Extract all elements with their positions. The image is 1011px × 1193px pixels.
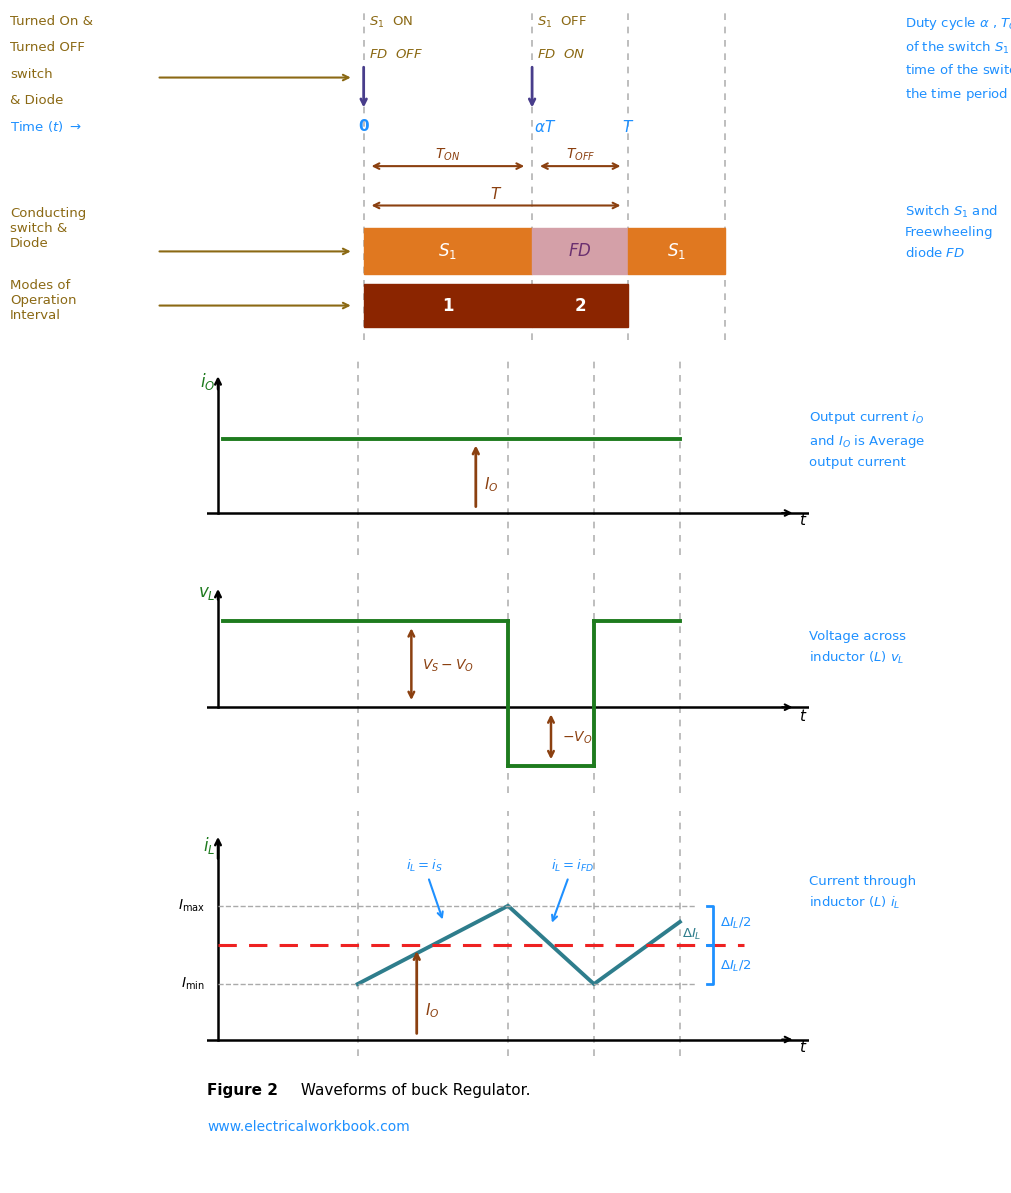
Text: Duty cycle $\alpha$ , $T_{ON}$ is on - time
of the switch $S_1$, $T_{OFF}$ is of: Duty cycle $\alpha$ , $T_{ON}$ is on - t… [905, 16, 1011, 103]
Text: $T_{OFF}$: $T_{OFF}$ [565, 147, 594, 162]
Text: Waveforms of buck Regulator.: Waveforms of buck Regulator. [296, 1083, 531, 1099]
Text: $FD$  OFF: $FD$ OFF [369, 48, 423, 61]
Text: $T$: $T$ [490, 186, 502, 203]
Text: $t$: $t$ [799, 707, 808, 724]
Text: & Diode: & Diode [10, 94, 64, 107]
Text: $S_1$  OFF: $S_1$ OFF [537, 16, 587, 30]
Text: 2: 2 [574, 297, 586, 315]
Text: switch: switch [10, 68, 53, 81]
Bar [532, 228, 628, 274]
Text: $t$: $t$ [799, 512, 808, 527]
Text: $i_L = i_S$: $i_L = i_S$ [406, 858, 443, 917]
Text: $v_L$: $v_L$ [198, 583, 215, 601]
Text: Conducting
switch &
Diode: Conducting switch & Diode [10, 206, 86, 251]
Text: Voltage across
inductor $(L)$ $v_L$: Voltage across inductor $(L)$ $v_L$ [809, 630, 906, 666]
Text: Turned On &: Turned On & [10, 16, 93, 29]
Text: $t$: $t$ [799, 1039, 808, 1055]
Bar [364, 228, 532, 274]
Text: $FD$: $FD$ [568, 242, 592, 260]
Text: $I_{\rm min}$: $I_{\rm min}$ [181, 976, 204, 993]
Text: $I_{\rm max}$: $I_{\rm max}$ [178, 897, 204, 914]
Text: $I_O$: $I_O$ [484, 476, 498, 494]
Text: www.electricalworkbook.com: www.electricalworkbook.com [207, 1120, 410, 1135]
Text: $\Delta I_L / 2$: $\Delta I_L / 2$ [720, 916, 752, 932]
Bar [628, 228, 725, 274]
Text: Output current $i_O$
and $I_O$ is Average
output current: Output current $i_O$ and $I_O$ is Averag… [809, 409, 925, 469]
Bar [532, 284, 628, 327]
Text: 1: 1 [442, 297, 454, 315]
Text: Turned OFF: Turned OFF [10, 42, 85, 55]
Text: Modes of
Operation
Interval: Modes of Operation Interval [10, 279, 77, 322]
Text: $- V_O$: $- V_O$ [562, 730, 592, 746]
Text: $\alpha T$: $\alpha T$ [534, 119, 556, 135]
Text: $V_S - V_O$: $V_S - V_O$ [423, 657, 474, 674]
Text: $i_L = i_{FD}$: $i_L = i_{FD}$ [551, 858, 594, 921]
Text: $\Delta I_L / 2$: $\Delta I_L / 2$ [720, 959, 752, 973]
Text: $S_1$  ON: $S_1$ ON [369, 16, 412, 30]
Text: $\Delta I_L$: $\Delta I_L$ [681, 927, 702, 941]
Text: $T_{ON}$: $T_{ON}$ [436, 147, 460, 162]
Text: $i_O$: $i_O$ [200, 371, 215, 391]
Bar [364, 284, 532, 327]
Text: Current through
inductor $(L)$ $i_L$: Current through inductor $(L)$ $i_L$ [809, 874, 916, 911]
Text: $S_1$: $S_1$ [439, 241, 457, 261]
Text: $i_L$: $i_L$ [203, 835, 215, 857]
Text: $T$: $T$ [622, 119, 635, 135]
Text: 0: 0 [358, 119, 369, 135]
Text: $FD$  ON: $FD$ ON [537, 48, 585, 61]
Text: $S_1$: $S_1$ [667, 241, 685, 261]
Text: Time $(t)$ $\rightarrow$: Time $(t)$ $\rightarrow$ [10, 119, 82, 135]
Text: Figure 2: Figure 2 [207, 1083, 278, 1099]
Text: Switch $S_1$ and
Freewheeling
diode $FD$: Switch $S_1$ and Freewheeling diode $FD$ [905, 204, 998, 260]
Text: $I_O$: $I_O$ [425, 1002, 439, 1020]
